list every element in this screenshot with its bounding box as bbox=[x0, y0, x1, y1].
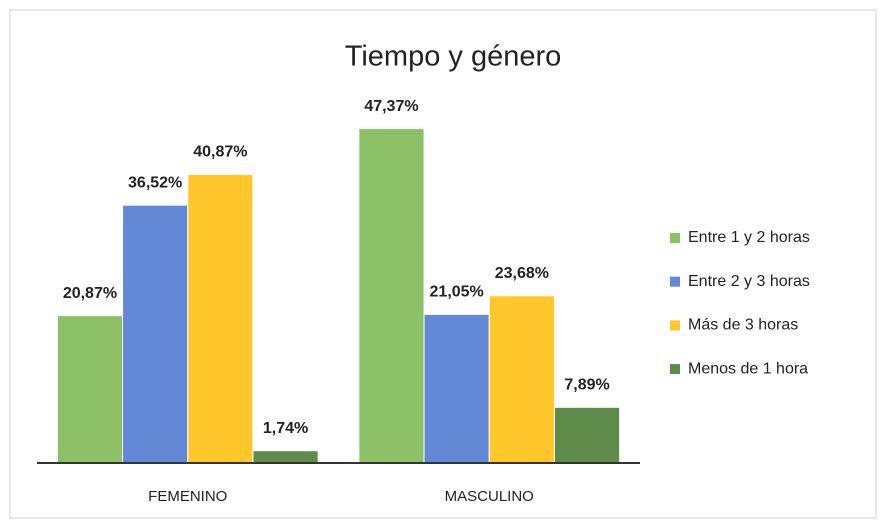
data-label: 1,74% bbox=[263, 420, 308, 437]
bar bbox=[122, 204, 189, 464]
chart-title: Tiempo y género bbox=[345, 41, 562, 73]
legend-swatch bbox=[670, 320, 680, 331]
bar bbox=[358, 128, 425, 464]
bar bbox=[56, 315, 124, 464]
data-label: 36,52% bbox=[128, 174, 182, 191]
bar bbox=[423, 313, 490, 464]
legend-label: Entre 2 y 3 horas bbox=[688, 273, 810, 290]
legend-label: Menos de 1 hora bbox=[688, 360, 808, 377]
data-label: 20,87% bbox=[63, 285, 117, 302]
legend-label: Entre 1 y 2 horas bbox=[688, 229, 810, 246]
legend-swatch bbox=[670, 276, 680, 287]
data-label: 21,05% bbox=[430, 284, 484, 301]
bar bbox=[252, 450, 319, 464]
data-label: 40,87% bbox=[193, 144, 247, 161]
data-label: 23,68% bbox=[495, 265, 549, 282]
bar bbox=[187, 173, 254, 464]
legend-swatch bbox=[670, 364, 680, 375]
legend-swatch bbox=[670, 233, 680, 243]
legend-label: Más de 3 horas bbox=[688, 317, 798, 334]
bar bbox=[488, 295, 555, 464]
data-label: 47,37% bbox=[364, 98, 418, 115]
x-tick-label: MASCULINO bbox=[445, 488, 534, 505]
bar bbox=[553, 406, 621, 464]
x-tick-label: FEMENINO bbox=[148, 488, 227, 505]
data-label: 7,89% bbox=[564, 377, 609, 394]
